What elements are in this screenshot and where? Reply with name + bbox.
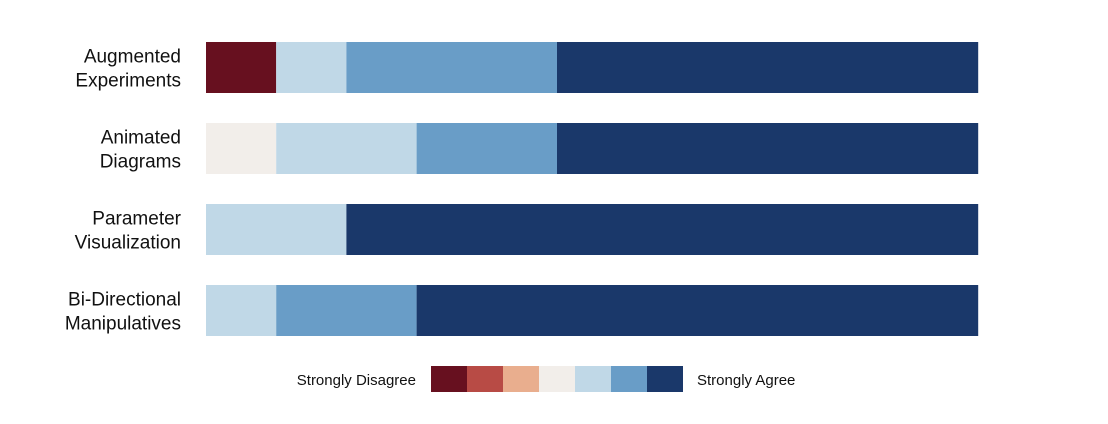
row-label-line: Animated xyxy=(101,128,181,149)
bar-segment-row3-level5 xyxy=(206,204,347,255)
legend-swatch-level7 xyxy=(647,366,683,392)
bars-group xyxy=(206,42,979,336)
row-label-line: Augmented xyxy=(84,47,181,68)
row-label: Augmented Experiments xyxy=(75,47,181,92)
row-label-line: Experiments xyxy=(75,71,181,92)
bar-segment-row2-level6 xyxy=(416,123,557,174)
legend-right-label: Strongly Agree xyxy=(697,372,795,389)
row-label: Animated Diagrams xyxy=(100,128,181,173)
row-label-line: Parameter xyxy=(92,209,181,230)
bar-segment-row2-level7 xyxy=(557,123,979,174)
row-label-line: Manipulatives xyxy=(65,314,181,335)
legend: Strongly Disagree Strongly Agree xyxy=(297,366,795,392)
legend-swatch-level2 xyxy=(467,366,503,392)
bar-segment-row1-level5 xyxy=(276,42,347,93)
bar-segment-row4-level5 xyxy=(206,285,277,336)
row-label-line: Bi-Directional xyxy=(68,290,181,311)
bar-segment-row2-level4 xyxy=(206,123,277,174)
legend-swatch-level4 xyxy=(539,366,575,392)
legend-swatches xyxy=(431,366,683,392)
row-label-line: Visualization xyxy=(75,233,181,254)
bar-segment-row3-level7 xyxy=(346,204,979,255)
legend-swatch-level6 xyxy=(611,366,647,392)
bar-segment-row1-level6 xyxy=(346,42,557,93)
legend-left-label: Strongly Disagree xyxy=(297,372,416,389)
row-label: Bi-Directional Manipulatives xyxy=(65,290,181,335)
bar-segment-row4-level7 xyxy=(416,285,979,336)
bar-segment-row1-level1 xyxy=(206,42,277,93)
row-label: Parameter Visualization xyxy=(75,209,182,254)
legend-swatch-level3 xyxy=(503,366,539,392)
row-label-line: Diagrams xyxy=(100,152,181,173)
legend-swatch-level5 xyxy=(575,366,611,392)
bar-segment-row1-level7 xyxy=(557,42,979,93)
bar-segment-row2-level5 xyxy=(276,123,417,174)
bar-segment-row4-level6 xyxy=(276,285,417,336)
legend-swatch-level1 xyxy=(431,366,467,392)
row-labels-group: Augmented Experiments Animated Diagrams Para… xyxy=(65,47,182,335)
